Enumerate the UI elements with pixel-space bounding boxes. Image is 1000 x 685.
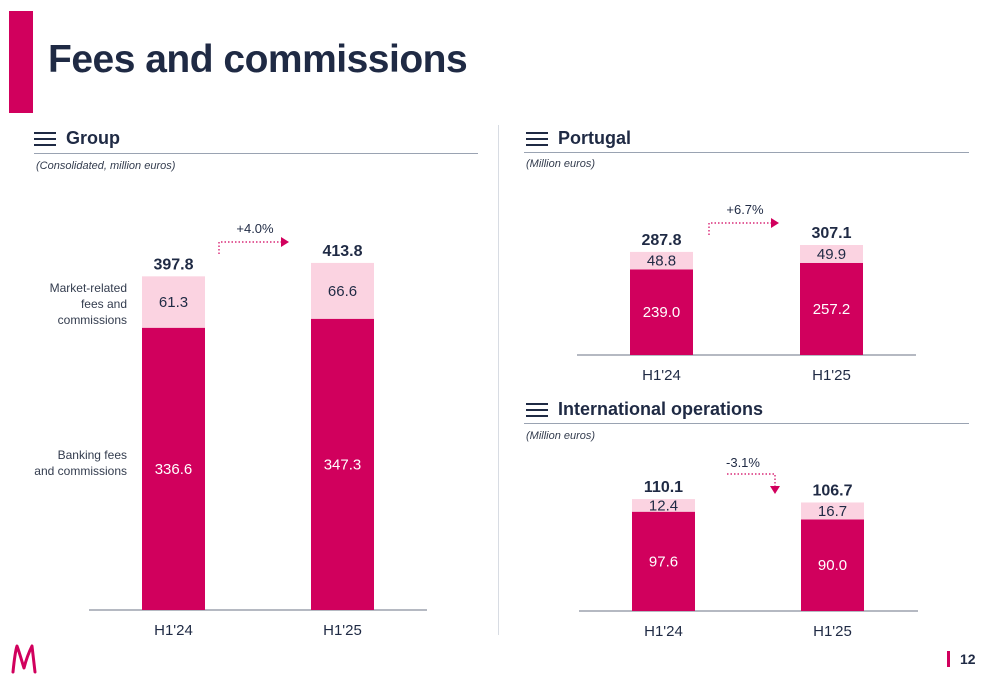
portugal-change-connector	[708, 222, 773, 235]
portugal-section-header: Portugal	[526, 128, 631, 149]
row-label-market-related: Market-related fees and commissions	[49, 281, 127, 327]
international-bottom-value-label-1: 90.0	[818, 557, 847, 574]
portugal-heading-rule	[524, 152, 969, 153]
international-bar-top-0	[632, 499, 695, 512]
portugal-bar-top-1	[800, 245, 863, 263]
group-bottom-value-label-0: 336.6	[155, 461, 193, 478]
international-section-header: International operations	[526, 399, 763, 420]
hamburger-menu-icon	[526, 402, 548, 417]
international-subtitle: (Million euros)	[526, 430, 596, 442]
international-bar-top-1	[801, 502, 864, 520]
portugal-change-label: +6.7%	[726, 202, 764, 217]
portugal-bottom-value-label-0: 239.0	[643, 304, 681, 321]
group-heading: Group	[66, 128, 120, 148]
group-bottom-value-label-1: 347.3	[324, 456, 362, 473]
portugal-total-label-1: 307.1	[811, 225, 851, 242]
international-bottom-value-label-0: 97.6	[649, 553, 678, 570]
group-change-label: +4.0%	[236, 221, 274, 236]
international-category-label-1: H1'25	[813, 623, 852, 640]
page-number-marker	[947, 651, 950, 667]
portugal-bottom-value-label-1: 257.2	[813, 301, 851, 318]
group-heading-rule	[34, 153, 478, 154]
international-total-label-0: 110.1	[644, 479, 683, 496]
page-number: 12	[960, 651, 976, 667]
group-bar-bottom-0	[142, 327, 205, 610]
international-total-label-1: 106.7	[812, 482, 852, 499]
international-heading-rule	[524, 423, 969, 424]
page-title: Fees and commissions	[48, 38, 468, 81]
portugal-total-label-0: 287.8	[641, 232, 681, 249]
international-bar-bottom-0	[632, 511, 695, 611]
group-total-label-0: 397.8	[153, 256, 193, 273]
portugal-top-value-label-1: 49.9	[817, 246, 846, 263]
hamburger-menu-icon	[526, 131, 548, 146]
portugal-category-label-0: H1'24	[642, 367, 681, 384]
group-section-header: Group	[34, 128, 120, 149]
group-bar-top-1	[311, 262, 374, 319]
portugal-subtitle: (Million euros)	[526, 158, 596, 170]
portugal-bar-top-0	[630, 251, 693, 270]
section-divider	[498, 125, 499, 635]
international-heading: International operations	[558, 399, 764, 419]
group-change-connector	[218, 241, 283, 254]
international-bar-bottom-1	[801, 519, 864, 611]
row-label-banking-fees: Banking fees and commissions	[34, 448, 127, 478]
portugal-category-label-1: H1'25	[812, 367, 851, 384]
international-top-value-label-0: 12.4	[649, 497, 678, 514]
group-category-label-0: H1'24	[154, 622, 193, 639]
portugal-bar-bottom-0	[630, 269, 693, 355]
group-bar-top-0	[142, 276, 205, 328]
international-change-arrow-icon	[770, 486, 780, 494]
title-accent-bar	[9, 11, 33, 113]
group-category-label-1: H1'25	[323, 622, 362, 639]
hamburger-menu-icon	[34, 131, 56, 146]
international-category-label-0: H1'24	[644, 623, 683, 640]
portugal-heading: Portugal	[558, 128, 632, 148]
international-change-label: -3.1%	[726, 455, 760, 470]
group-bar-bottom-1	[311, 318, 374, 610]
portugal-top-value-label-0: 48.8	[647, 253, 676, 270]
group-top-value-label-1: 66.6	[328, 283, 357, 300]
portugal-bar-bottom-1	[800, 262, 863, 355]
group-total-label-1: 413.8	[322, 243, 362, 260]
group-top-value-label-0: 61.3	[159, 294, 188, 311]
international-top-value-label-1: 16.7	[818, 503, 847, 520]
portugal-change-arrow-icon	[771, 218, 779, 228]
group-change-arrow-icon	[281, 237, 289, 247]
international-change-connector	[727, 473, 776, 486]
group-subtitle: (Consolidated, million euros)	[36, 160, 176, 172]
millennium-logo-icon	[11, 644, 37, 674]
